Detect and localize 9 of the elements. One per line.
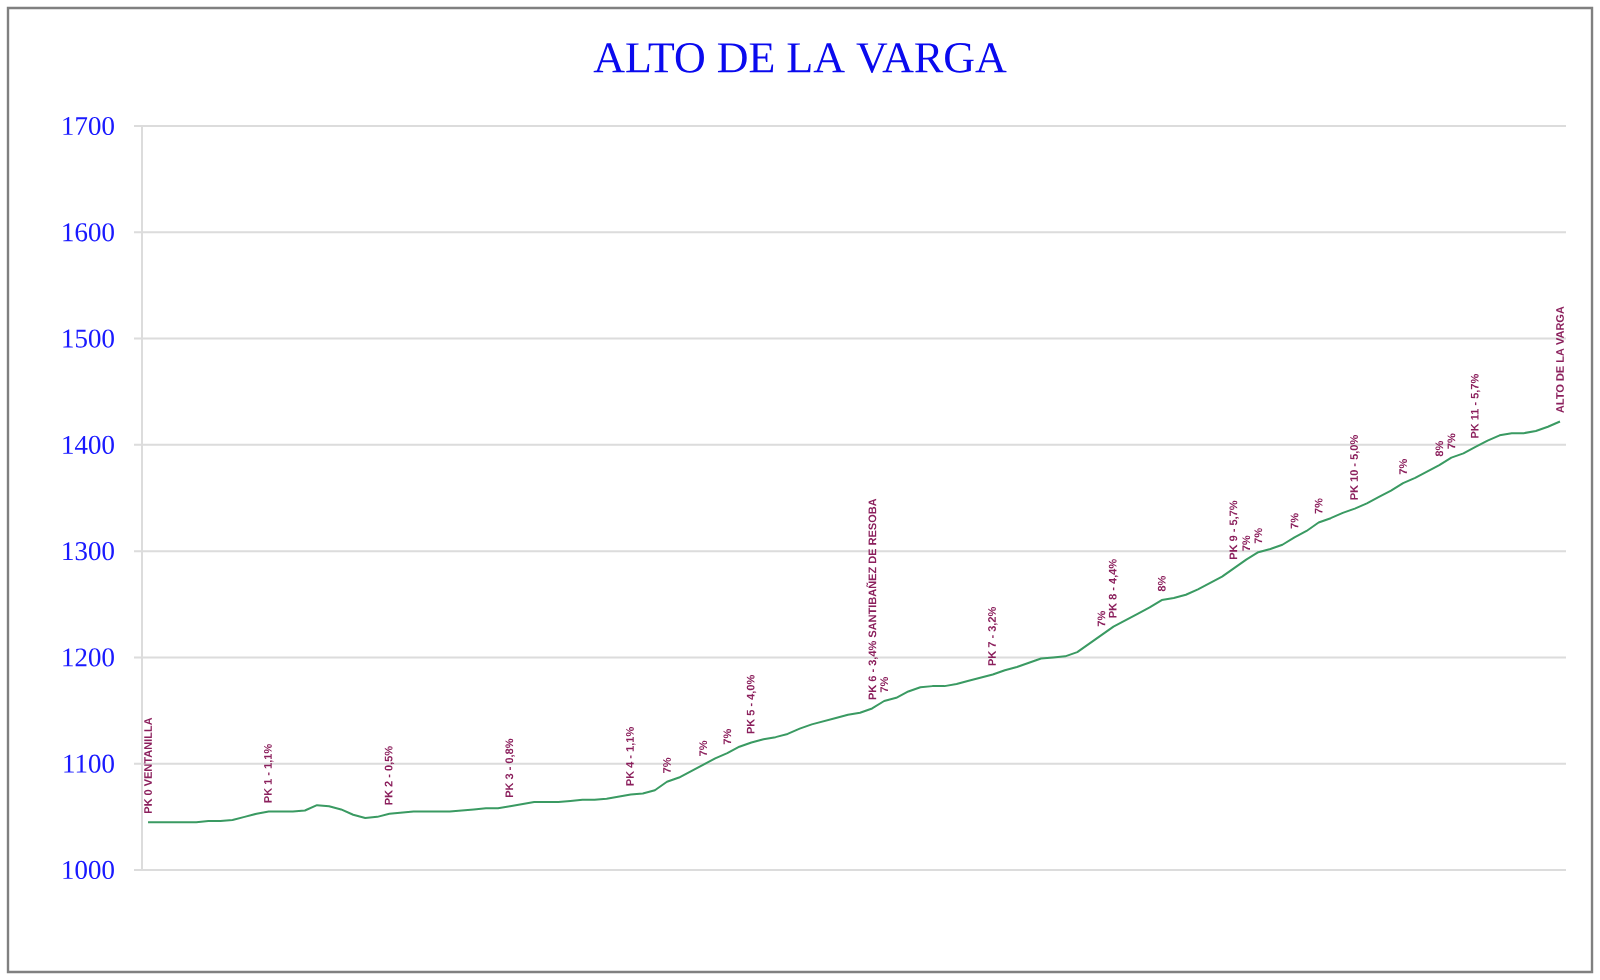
- y-tick-label: 1000: [63, 860, 114, 880]
- y-tick-label: 1500: [63, 329, 114, 348]
- y-tick-label: 1400: [63, 435, 114, 454]
- y-tick-label: 1300: [63, 542, 114, 561]
- y-tick-label: 1200: [63, 648, 114, 667]
- chart-title: ALTO DE LA VARGA: [593, 43, 1007, 73]
- y-tick-label: 1700: [63, 116, 114, 136]
- y-tick-label: 1100: [64, 754, 114, 773]
- y-tick-label: 1600: [63, 223, 114, 242]
